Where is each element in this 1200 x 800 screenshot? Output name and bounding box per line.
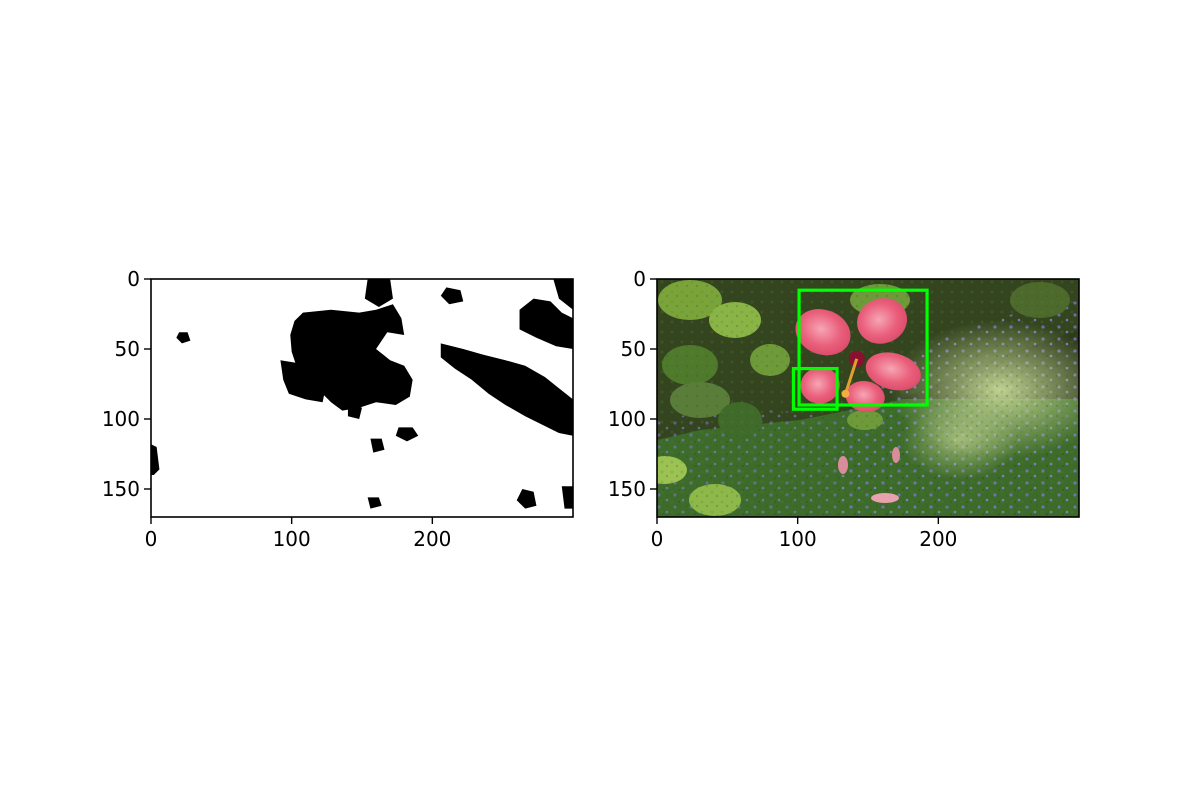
flower-stamen-tip — [841, 389, 850, 398]
flower-petal — [800, 367, 840, 404]
mask-black-region — [364, 279, 393, 307]
photo-y-tick-label: 100 — [608, 407, 646, 431]
mask-black-region — [367, 497, 382, 509]
mask-y-tick-label: 50 — [115, 337, 140, 361]
mask-x-tick-label: 0 — [145, 527, 158, 551]
mask-black-region — [151, 444, 160, 475]
mask-black-region — [440, 343, 573, 436]
flower-petal — [865, 352, 921, 391]
flower-petal — [795, 309, 851, 356]
detection-boxes — [791, 288, 929, 411]
photo-fallen-petal — [892, 447, 900, 463]
mask-black-region — [440, 287, 464, 305]
mask-x-tick-label: 100 — [273, 527, 311, 551]
mask-black-region — [516, 489, 537, 509]
mask-y-tick-label: 150 — [102, 477, 140, 501]
photo-fallen-petal — [871, 493, 899, 503]
photo-x-tick-label: 100 — [779, 527, 817, 551]
mask-black-region — [370, 438, 385, 453]
mask-x-tick-label: 200 — [413, 527, 451, 551]
photo-frame — [656, 278, 1080, 518]
mask-black-region — [395, 427, 419, 442]
mask-y-tick-label: 100 — [102, 407, 140, 431]
mask-image — [151, 279, 573, 509]
mask-axes: 0 100 200 0 50 100 150 — [102, 267, 574, 551]
photo-y-tick-label: 0 — [633, 267, 646, 291]
flower-stamen — [844, 358, 859, 395]
photo-image — [657, 279, 1079, 517]
photo-x-tick-label: 200 — [919, 527, 957, 551]
photo-axes: 0 100 200 0 50 100 150 — [608, 267, 1080, 551]
mask-frame — [150, 278, 574, 518]
photo-y-tick-label: 150 — [608, 477, 646, 501]
photo-ticks: 0 100 200 0 50 100 150 — [608, 267, 958, 551]
photo-flower — [795, 298, 921, 413]
mask-black-region — [280, 360, 326, 403]
mask-black-region — [347, 402, 362, 419]
detection-box — [791, 367, 839, 411]
flower-petal — [857, 298, 908, 344]
detection-box — [797, 288, 929, 407]
mask-black-region — [176, 332, 191, 344]
mask-black-region — [561, 486, 573, 509]
mask-ticks: 0 100 200 0 50 100 150 — [102, 267, 452, 551]
photo-fallen-petal — [838, 456, 848, 474]
photo-y-tick-label: 50 — [621, 337, 646, 361]
photo-x-tick-label: 0 — [651, 527, 664, 551]
mask-y-tick-label: 0 — [127, 267, 140, 291]
mask-black-region — [553, 279, 573, 310]
mask-black-region — [519, 298, 573, 349]
